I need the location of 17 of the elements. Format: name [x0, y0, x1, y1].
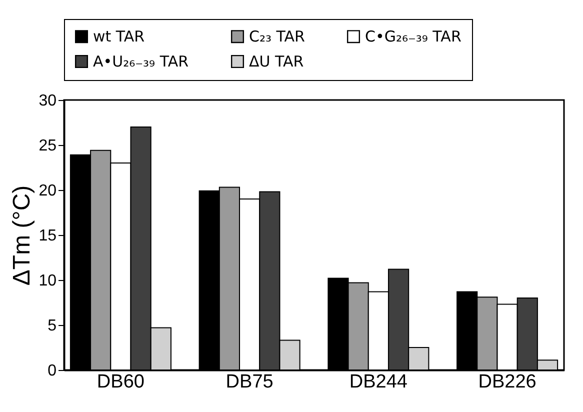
x-tick-label: DB244 [349, 372, 408, 392]
x-tick-label: DB226 [478, 372, 536, 392]
y-tick-label: 30 [38, 92, 57, 110]
y-tick-label: 0 [48, 362, 57, 380]
legend-label: C•G₂₆₋₃₉ TAR [365, 28, 462, 46]
legend-label: wt TAR [93, 28, 145, 46]
y-tick-label: 15 [38, 228, 57, 244]
y-tick-label: 10 [38, 272, 57, 290]
legend-label: C₂₃ TAR [249, 28, 305, 46]
legend-label: ΔU TAR [249, 52, 304, 70]
y-tick-label: 20 [38, 182, 57, 200]
y-tick-label: 25 [38, 138, 57, 154]
legend-label: A•U₂₆₋₃₉ TAR [93, 52, 189, 70]
x-tick-label: DB60 [96, 372, 144, 392]
y-axis-title: ΔTm (°C) [8, 185, 36, 286]
y-tick-label: 5 [48, 318, 57, 334]
x-tick-label: DB75 [226, 372, 274, 392]
